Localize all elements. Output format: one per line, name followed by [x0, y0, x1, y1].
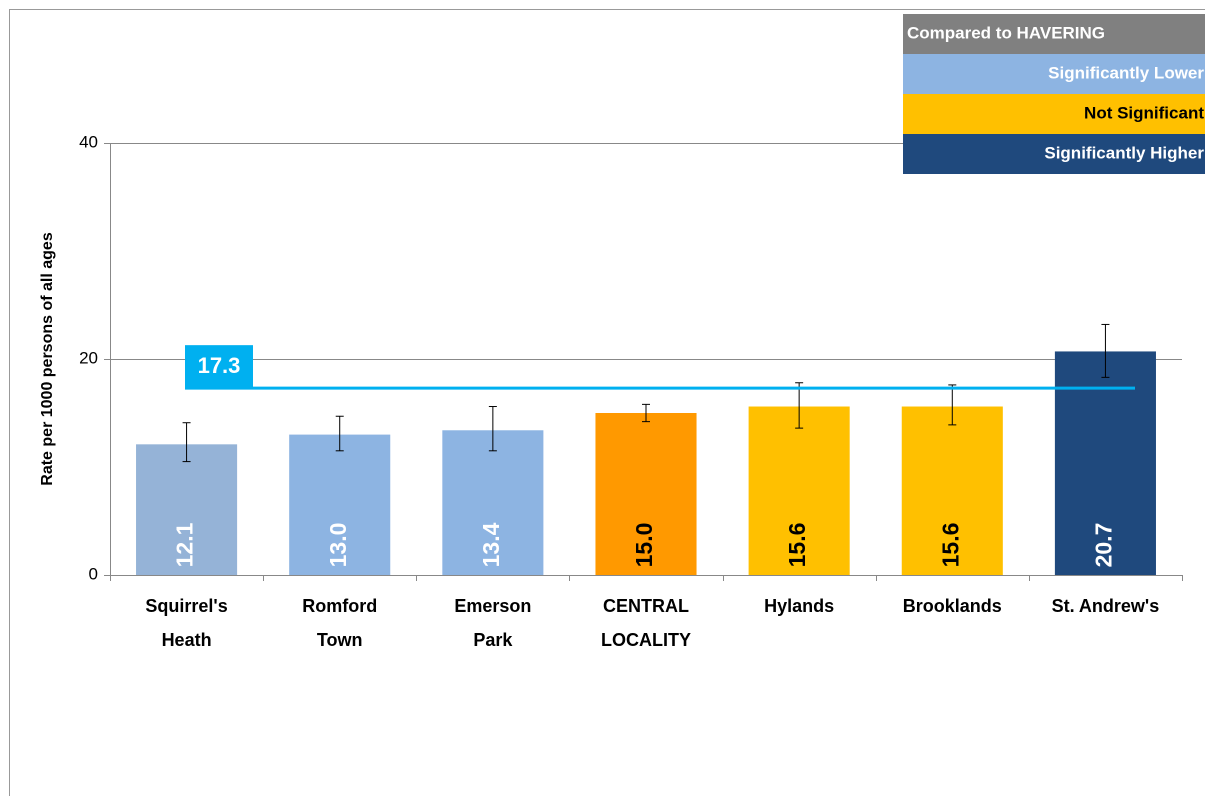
x-tick-label: Heath	[162, 630, 212, 650]
y-axis-title: Rate per 1000 persons of all ages	[39, 232, 56, 486]
error-bar	[488, 406, 497, 452]
legend-swatch	[903, 54, 1205, 94]
value-label: 15.6	[937, 523, 963, 568]
y-tick-label: 40	[79, 132, 98, 151]
x-tick-label: Brooklands	[903, 596, 1002, 616]
bar	[136, 444, 238, 575]
x-tick-label: Hylands	[764, 596, 834, 616]
x-tick-label: St. Andrew's	[1052, 596, 1160, 616]
bar	[748, 406, 850, 575]
value-label: 15.6	[784, 523, 810, 568]
legend-title-box	[903, 14, 1205, 54]
value-label: 20.7	[1091, 523, 1117, 568]
value-label: 12.1	[172, 522, 198, 567]
error-bar	[182, 422, 191, 463]
reference-label: 17.3	[198, 353, 241, 378]
bar	[442, 430, 544, 575]
value-label: 13.4	[478, 522, 504, 567]
bar	[595, 413, 697, 575]
error-bar	[795, 382, 804, 429]
x-tick-label: Romford	[302, 596, 377, 616]
x-tick-label: Squirrel's	[145, 596, 227, 616]
legend-label: Not Significant	[1084, 103, 1204, 122]
value-label: 15.0	[631, 523, 657, 568]
value-label: 13.0	[325, 523, 351, 568]
y-tick-label: 0	[89, 564, 98, 583]
x-tick-label: Park	[473, 630, 513, 650]
legend-swatch	[903, 94, 1205, 134]
bar	[901, 406, 1003, 575]
legend-title: Compared to HAVERING	[907, 23, 1105, 42]
bar	[289, 434, 391, 575]
legend-label: Significantly Higher	[1044, 143, 1204, 162]
error-bar	[1101, 323, 1110, 378]
legend-swatch	[903, 134, 1205, 174]
x-tick-label: LOCALITY	[601, 630, 691, 650]
error-bar	[335, 415, 344, 452]
error-bar	[642, 403, 650, 423]
error-bar	[948, 384, 957, 426]
x-tick-label: CENTRAL	[603, 596, 689, 616]
legend-label: Significantly Lower	[1048, 63, 1204, 82]
x-tick-label: Emerson	[454, 596, 531, 616]
y-tick-label: 20	[79, 348, 98, 367]
x-tick-label: Town	[317, 630, 363, 650]
reference-label-box	[185, 345, 253, 389]
